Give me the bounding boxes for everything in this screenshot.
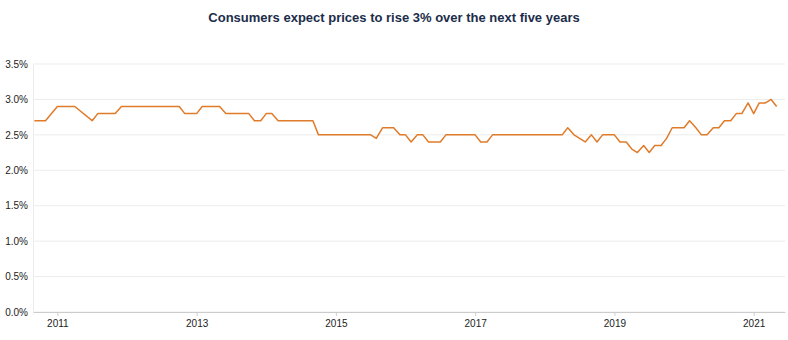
y-tick-label: 0.0% bbox=[5, 307, 28, 318]
y-tick-label: 2.0% bbox=[5, 165, 28, 176]
x-tick-mark bbox=[336, 312, 337, 316]
y-tick: 2.5% bbox=[5, 130, 33, 141]
x-tick-mark bbox=[614, 312, 615, 316]
plot: 0.0% 0.5% 1.0% 1.5% 2.0% 2.5% 3.0% 3.5% 2011 2013… bbox=[5, 59, 785, 329]
grid-line bbox=[33, 134, 785, 135]
y-tick: 1.5% bbox=[5, 200, 33, 211]
y-axis-line bbox=[33, 65, 34, 313]
x-tick-label: 2019 bbox=[604, 318, 627, 329]
y-tick-label: 1.5% bbox=[5, 200, 28, 211]
x-tick: 2019 bbox=[604, 312, 627, 329]
x-tick-label: 2013 bbox=[186, 318, 209, 329]
x-axis: 2011 2013 2015 2017 2019 2021 bbox=[34, 312, 786, 329]
y-tick: 3.0% bbox=[5, 94, 33, 105]
x-tick: 2015 bbox=[325, 312, 348, 329]
x-tick-label: 2011 bbox=[47, 318, 69, 329]
grid bbox=[33, 64, 785, 312]
x-tick-label: 2017 bbox=[465, 318, 488, 329]
title: Consumers expect prices to rise 3% over … bbox=[208, 10, 579, 25]
x-tick: 2017 bbox=[465, 312, 488, 329]
grid-line bbox=[33, 170, 785, 171]
y-tick: 1.0% bbox=[5, 236, 33, 247]
marks bbox=[34, 99, 776, 152]
grid-line bbox=[33, 205, 785, 206]
y-axis: 0.0% 0.5% 1.0% 1.5% 2.0% 2.5% 3.0% 3.5% bbox=[5, 59, 33, 318]
y-tick: 0.0% bbox=[5, 307, 33, 318]
grid-line bbox=[33, 276, 785, 277]
x-tick: 2013 bbox=[186, 312, 209, 329]
y-tick: 2.0% bbox=[5, 165, 33, 176]
grid-line bbox=[33, 241, 785, 242]
line bbox=[34, 99, 776, 152]
y-tick: 3.5% bbox=[5, 59, 33, 70]
x-tick-mark bbox=[197, 312, 198, 316]
y-tick-label: 3.5% bbox=[5, 59, 28, 70]
x-tick: 2011 bbox=[47, 312, 69, 329]
x-tick-mark bbox=[475, 312, 476, 316]
x-tick: 2021 bbox=[743, 312, 766, 329]
chart: Consumers expect prices to rise 3% over … bbox=[0, 0, 788, 340]
x-tick-label: 2015 bbox=[325, 318, 348, 329]
y-tick: 0.5% bbox=[5, 271, 33, 282]
grid-line bbox=[33, 99, 785, 100]
grid-line bbox=[33, 312, 785, 313]
y-tick-label: 1.0% bbox=[5, 236, 28, 247]
x-tick-mark bbox=[57, 312, 58, 316]
x-tick-mark bbox=[754, 312, 755, 316]
grid-line bbox=[33, 64, 785, 65]
x-axis-line bbox=[34, 312, 786, 313]
y-tick-label: 3.0% bbox=[5, 94, 28, 105]
y-tick-label: 0.5% bbox=[5, 271, 28, 282]
x-tick-label: 2021 bbox=[743, 318, 766, 329]
y-tick-label: 2.5% bbox=[5, 130, 28, 141]
